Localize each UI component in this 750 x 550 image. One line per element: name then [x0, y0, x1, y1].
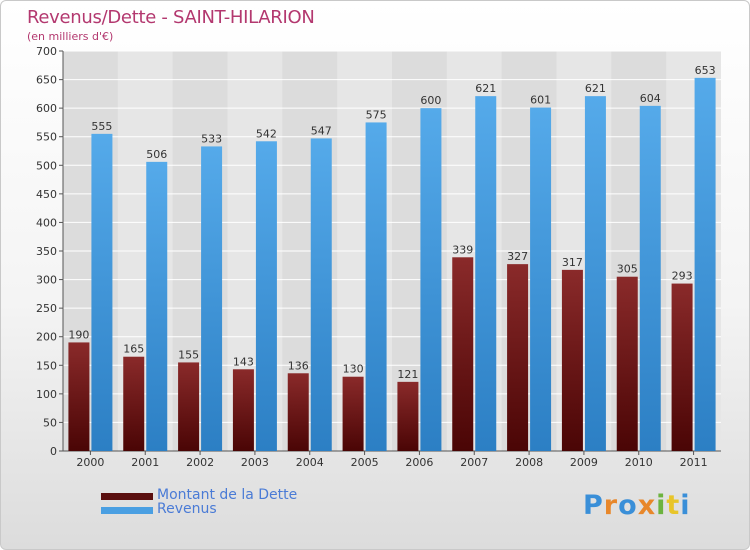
x-tick-label: 2000: [76, 456, 104, 469]
bar-revenus: [420, 108, 442, 452]
bar-dette: [616, 276, 638, 451]
bar-revenus: [255, 141, 277, 452]
y-tick-label: 300: [36, 274, 57, 287]
x-tick-label: 2011: [680, 456, 708, 469]
x-tick-label: 2005: [351, 456, 379, 469]
x-tick-label: 2001: [131, 456, 159, 469]
data-label: 555: [91, 120, 112, 133]
data-label: 121: [397, 368, 418, 381]
data-label: 653: [695, 64, 716, 77]
legend-swatch-dette: [101, 493, 153, 500]
x-tick-label: 2006: [405, 456, 433, 469]
logo-letter: r: [603, 490, 619, 521]
data-label: 533: [201, 132, 222, 145]
data-label: 575: [366, 108, 387, 121]
bar-dette: [342, 376, 364, 451]
data-label: 339: [452, 243, 473, 256]
data-label: 317: [562, 256, 583, 269]
data-label: 305: [617, 263, 638, 276]
logo-letter: P: [583, 490, 604, 521]
legend-label-revenus: Revenus: [157, 501, 217, 517]
legend-label-dette: Montant de la Dette: [157, 487, 298, 503]
data-label: 190: [68, 328, 89, 341]
y-tick-label: 650: [36, 74, 57, 87]
y-tick-label: 200: [36, 331, 57, 344]
bar-dette: [397, 381, 419, 451]
x-tick-label: 2010: [625, 456, 653, 469]
y-tick-label: 700: [36, 45, 57, 58]
data-label: 621: [475, 82, 496, 95]
y-tick-label: 0: [50, 445, 57, 458]
bar-dette: [178, 362, 200, 451]
bar-dette: [452, 257, 474, 451]
bar-revenus: [530, 107, 552, 452]
data-label: 155: [178, 348, 199, 361]
bar-revenus: [310, 138, 332, 451]
chart-subtitle: (en milliers d'€): [27, 30, 114, 43]
x-tick-label: 2007: [460, 456, 488, 469]
y-tick-label: 500: [36, 159, 57, 172]
bar-revenus: [639, 105, 661, 451]
logo-letter: x: [637, 490, 657, 521]
bar-revenus: [365, 122, 387, 451]
bar-dette: [671, 283, 693, 451]
bar-revenus: [146, 161, 168, 451]
bar-dette: [123, 356, 145, 451]
chart-title: Revenus/Dette - SAINT-HILARION: [27, 7, 315, 28]
logo-letter: t: [666, 490, 681, 521]
x-tick-label: 2009: [570, 456, 598, 469]
x-tick-label: 2003: [241, 456, 269, 469]
y-tick-label: 100: [36, 388, 57, 401]
data-label: 542: [256, 127, 277, 140]
y-tick-label: 600: [36, 102, 57, 115]
data-label: 547: [311, 124, 332, 137]
data-label: 165: [123, 343, 144, 356]
bar-revenus: [584, 96, 606, 452]
logo-letter: i: [656, 490, 667, 521]
y-tick-label: 150: [36, 359, 57, 372]
y-tick-label: 450: [36, 188, 57, 201]
data-label: 293: [672, 270, 693, 283]
bar-dette: [287, 373, 309, 451]
data-label: 621: [585, 82, 606, 95]
bar-revenus: [475, 96, 497, 452]
data-label: 506: [146, 148, 167, 161]
data-label: 604: [640, 92, 661, 105]
logo-letter: o: [618, 490, 638, 521]
x-tick-label: 2002: [186, 456, 214, 469]
y-tick-label: 400: [36, 216, 57, 229]
bar-dette: [561, 269, 583, 451]
y-tick-label: 250: [36, 302, 57, 315]
bar-revenus: [91, 133, 113, 451]
legend-swatch-revenus: [101, 507, 153, 514]
data-label: 143: [233, 355, 254, 368]
logo-letter: i: [680, 490, 691, 521]
bar-dette: [68, 342, 90, 451]
data-label: 601: [530, 94, 551, 107]
y-tick-label: 350: [36, 245, 57, 258]
bar-dette: [232, 369, 254, 451]
data-label: 327: [507, 250, 528, 263]
data-label: 130: [343, 363, 364, 376]
bar-dette: [507, 264, 529, 451]
x-tick-label: 2004: [296, 456, 324, 469]
bar-revenus: [201, 146, 223, 451]
bar-revenus: [694, 77, 716, 451]
y-tick-label: 550: [36, 131, 57, 144]
proxiti-logo: Proxiti: [583, 490, 691, 521]
x-tick-label: 2008: [515, 456, 543, 469]
data-label: 600: [420, 94, 441, 107]
y-tick-label: 50: [43, 416, 57, 429]
data-label: 136: [288, 359, 309, 372]
